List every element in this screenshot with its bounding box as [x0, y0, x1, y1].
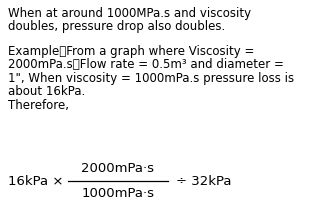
Text: Therefore,: Therefore, [8, 99, 69, 112]
Text: 1", When viscosity = 1000mPa.s pressure loss is: 1", When viscosity = 1000mPa.s pressure … [8, 72, 294, 85]
Text: ÷ 32kPa: ÷ 32kPa [176, 174, 232, 188]
Text: 2000mPa·s: 2000mPa·s [81, 162, 155, 175]
Text: about 16kPa.: about 16kPa. [8, 85, 85, 98]
Text: doubles, pressure drop also doubles.: doubles, pressure drop also doubles. [8, 20, 225, 34]
Text: 1000mPa·s: 1000mPa·s [81, 187, 155, 200]
Text: 16kPa ×: 16kPa × [8, 174, 64, 188]
Text: 2000mPa.s、Flow rate = 0.5m³ and diameter =: 2000mPa.s、Flow rate = 0.5m³ and diameter… [8, 58, 284, 71]
Text: Example：From a graph where Viscosity =: Example：From a graph where Viscosity = [8, 45, 254, 58]
Text: When at around 1000MPa.s and viscosity: When at around 1000MPa.s and viscosity [8, 7, 251, 20]
